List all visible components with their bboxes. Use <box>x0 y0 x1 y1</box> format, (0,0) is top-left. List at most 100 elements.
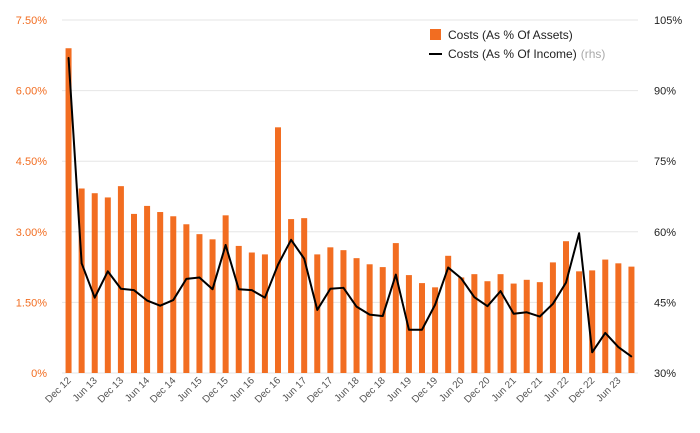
x-tick-label: Dec 19 <box>410 375 440 405</box>
line-point <box>408 328 410 331</box>
line-costs-income <box>67 56 633 358</box>
x-tick-label: Jun 18 <box>333 375 362 404</box>
line-point <box>198 276 201 279</box>
line-point <box>578 232 580 235</box>
line-point <box>67 56 70 59</box>
left-tick-label: 0% <box>31 368 47 380</box>
bar <box>615 263 622 373</box>
bar <box>523 279 530 373</box>
x-tick-label: Dec 18 <box>358 375 388 405</box>
line-point <box>80 262 83 265</box>
x-tick-label: Jun 23 <box>594 375 623 404</box>
line-point <box>355 305 358 308</box>
x-tick-label: Jun 17 <box>280 375 309 404</box>
bar <box>288 219 295 373</box>
line-point <box>290 239 292 241</box>
x-tick-label: Jun 13 <box>71 375 100 404</box>
line-point <box>342 287 345 289</box>
bar <box>536 282 543 373</box>
legend-label-line-suffix: (rhs) <box>581 47 606 61</box>
bar <box>170 216 177 373</box>
bar <box>327 247 334 373</box>
legend: Costs (As % Of Assets) Costs (As % Of In… <box>429 28 605 61</box>
bar <box>183 224 190 373</box>
bar <box>91 193 98 373</box>
line-point <box>159 304 161 307</box>
line-point <box>617 346 620 348</box>
line-point <box>237 288 240 291</box>
line-point <box>185 278 188 280</box>
bars-costs-assets <box>65 48 635 374</box>
right-tick-label: 75% <box>654 156 676 168</box>
bar <box>222 215 229 373</box>
legend-label-line: Costs (As % Of Income) (rhs) <box>448 47 605 61</box>
x-tick-label: Dec 22 <box>567 375 597 405</box>
line-point <box>277 263 279 266</box>
line-point <box>591 351 593 354</box>
left-tick-label: 1.50% <box>16 297 47 309</box>
line-point <box>133 289 135 291</box>
x-tick-label: Dec 17 <box>305 375 335 405</box>
line-point <box>93 296 96 299</box>
x-tick-label: Dec 16 <box>253 375 283 405</box>
right-axis: 30% 45% 60% 75% 90% 105% <box>654 15 682 380</box>
line-point <box>630 355 633 358</box>
x-tick-label: Jun 21 <box>490 375 519 404</box>
line-point <box>303 257 305 260</box>
line-point <box>434 303 436 306</box>
bar <box>131 213 137 373</box>
bar <box>301 218 308 373</box>
bar <box>392 243 399 373</box>
bar <box>117 186 124 373</box>
line-point <box>421 328 423 331</box>
bar <box>405 275 412 373</box>
bar <box>104 197 111 373</box>
line-point <box>512 312 515 315</box>
left-tick-label: 4.50% <box>16 156 47 168</box>
line-point <box>525 311 528 314</box>
line-point <box>107 270 109 273</box>
legend-label-bar: Costs (As % Of Assets) <box>448 28 573 42</box>
bar <box>261 254 268 373</box>
line-point <box>552 303 554 305</box>
bar <box>235 245 242 373</box>
bar <box>549 262 556 373</box>
x-tick-label: Dec 12 <box>43 375 73 405</box>
right-tick-label: 60% <box>654 227 676 239</box>
x-tick-label: Dec 15 <box>201 375 231 405</box>
bar <box>65 48 72 374</box>
line-point <box>604 332 607 334</box>
right-tick-label: 30% <box>654 368 676 380</box>
bar <box>157 212 164 373</box>
bar <box>589 270 596 373</box>
bar <box>248 252 255 373</box>
bar <box>471 274 478 373</box>
bar <box>144 205 151 373</box>
x-tick-label: Jun 14 <box>123 375 152 404</box>
legend-swatch-bar <box>430 29 441 40</box>
bar <box>366 264 373 373</box>
bar <box>628 266 635 373</box>
x-tick-label: Dec 20 <box>462 375 492 405</box>
x-tick-label: Dec 21 <box>515 375 545 405</box>
bar <box>275 127 281 373</box>
line-point <box>565 281 567 284</box>
bar <box>445 255 452 373</box>
bar <box>432 287 439 373</box>
line-point <box>224 244 227 246</box>
x-tick-label: Jun 16 <box>228 375 257 404</box>
x-tick-label: Dec 13 <box>96 375 126 405</box>
x-tick-label: Dec 14 <box>148 375 178 405</box>
bar <box>379 267 386 373</box>
bar <box>353 258 360 373</box>
line-point <box>486 305 489 307</box>
bar <box>602 259 609 373</box>
bar <box>78 188 85 373</box>
x-tick-label: Jun 22 <box>542 375 571 404</box>
x-tick-label: Jun 20 <box>437 375 466 404</box>
line-point <box>251 289 253 291</box>
bar <box>340 250 347 373</box>
left-axis: 0% 1.50% 3.00% 4.50% 6.00% 7.50% <box>16 15 47 380</box>
line-point <box>146 299 148 302</box>
